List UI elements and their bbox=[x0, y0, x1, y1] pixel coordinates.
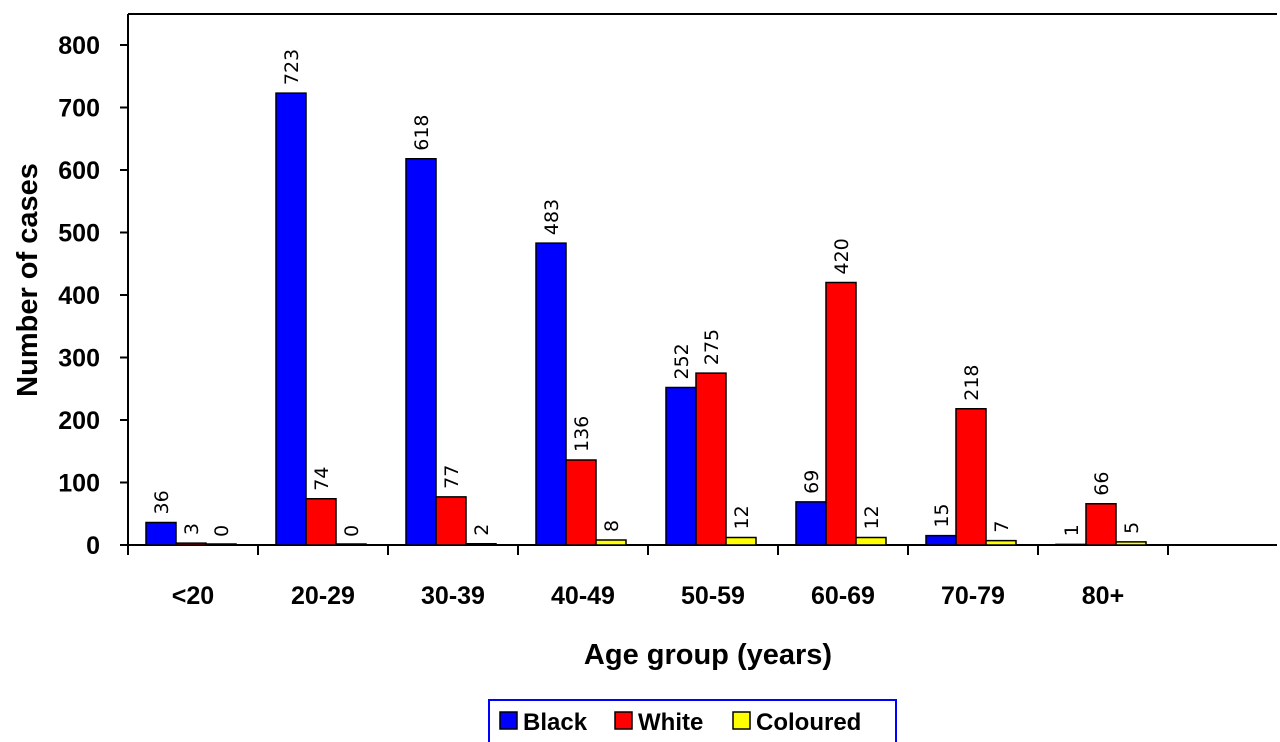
bar-coloured-4 bbox=[725, 536, 757, 546]
data-label-coloured-5: 12 bbox=[861, 505, 883, 529]
bar-white-7 bbox=[1085, 503, 1117, 546]
bar-coloured-1 bbox=[335, 543, 367, 546]
legend-swatch-coloured bbox=[732, 711, 751, 730]
y-tick-label: 100 bbox=[58, 470, 100, 498]
legend: Black White Coloured bbox=[488, 699, 897, 742]
legend-label-black: Black bbox=[523, 709, 588, 736]
bar-black-4 bbox=[665, 386, 697, 546]
y-tick-label: 200 bbox=[58, 407, 100, 435]
data-label-black-1: 723 bbox=[281, 49, 303, 85]
y-tick-label: 800 bbox=[58, 32, 100, 60]
data-label-white-4: 275 bbox=[701, 329, 723, 365]
bar-white-0 bbox=[175, 542, 207, 546]
data-label-coloured-2: 2 bbox=[471, 524, 493, 536]
legend-label-white: White bbox=[638, 709, 703, 736]
bar-black-2 bbox=[405, 158, 437, 546]
x-tick-label: 30-39 bbox=[421, 582, 485, 610]
x-tick-label: 80+ bbox=[1082, 582, 1124, 610]
data-label-coloured-3: 8 bbox=[601, 520, 623, 532]
bar-black-7 bbox=[1055, 543, 1087, 546]
bar-coloured-6 bbox=[985, 539, 1017, 546]
data-label-black-6: 15 bbox=[931, 503, 953, 527]
bar-white-5 bbox=[825, 281, 857, 546]
y-tick-label: 400 bbox=[58, 282, 100, 310]
x-tick-label: 40-49 bbox=[551, 582, 615, 610]
bar-coloured-2 bbox=[465, 543, 497, 546]
data-label-black-5: 69 bbox=[801, 470, 823, 494]
bar-coloured-3 bbox=[595, 539, 627, 546]
x-tick-label: 70-79 bbox=[941, 582, 1005, 610]
bar-white-4 bbox=[695, 372, 727, 546]
data-label-white-2: 77 bbox=[441, 465, 463, 489]
x-axis-ticks: <20 20-29 30-39 40-49 50-59 60-69 70-79 80+ bbox=[127, 545, 1169, 610]
y-axis-ticks: 0 100 200 300 400 500 600 700 800 bbox=[58, 32, 128, 560]
legend-box bbox=[488, 699, 897, 742]
data-label-black-3: 483 bbox=[541, 199, 563, 235]
bar-white-6 bbox=[955, 408, 987, 546]
y-tick-label: 0 bbox=[86, 532, 100, 560]
data-label-coloured-4: 12 bbox=[731, 505, 753, 529]
data-label-white-1: 74 bbox=[311, 467, 333, 491]
data-label-coloured-0: 0 bbox=[211, 525, 233, 537]
data-label-coloured-6: 7 bbox=[991, 521, 1013, 533]
data-label-black-0: 36 bbox=[151, 490, 173, 514]
bar-coloured-0 bbox=[205, 543, 237, 546]
bar-white-3 bbox=[565, 459, 597, 546]
bar-black-6 bbox=[925, 534, 957, 546]
bars-group bbox=[145, 92, 1147, 546]
bar-black-5 bbox=[795, 501, 827, 546]
bar-black-0 bbox=[145, 521, 177, 546]
y-tick-label: 300 bbox=[58, 345, 100, 373]
x-axis-title: Age group (years) bbox=[584, 639, 832, 671]
x-tick-label: 20-29 bbox=[291, 582, 355, 610]
data-label-black-4: 252 bbox=[671, 343, 693, 379]
legend-label-coloured: Coloured bbox=[756, 709, 861, 736]
data-label-white-5: 420 bbox=[831, 238, 853, 274]
legend-swatch-black bbox=[499, 711, 518, 730]
x-tick-label: 50-59 bbox=[681, 582, 745, 610]
data-label-white-6: 218 bbox=[961, 364, 983, 400]
bar-white-1 bbox=[305, 498, 337, 546]
x-tick-label: 60-69 bbox=[811, 582, 875, 610]
legend-swatch-white bbox=[614, 711, 633, 730]
y-axis-title: Number of cases bbox=[12, 163, 44, 397]
y-tick-label: 600 bbox=[58, 157, 100, 185]
data-label-white-7: 66 bbox=[1091, 472, 1113, 496]
data-label-white-3: 136 bbox=[571, 416, 593, 452]
bar-white-2 bbox=[435, 496, 467, 546]
y-tick-label: 700 bbox=[58, 95, 100, 123]
bar-coloured-5 bbox=[855, 536, 887, 546]
data-label-black-2: 618 bbox=[411, 114, 433, 150]
bar-coloured-7 bbox=[1115, 541, 1147, 546]
bar-black-1 bbox=[275, 92, 307, 546]
bar-black-3 bbox=[535, 242, 567, 546]
data-label-black-7: 1 bbox=[1061, 524, 1083, 536]
x-tick-label: <20 bbox=[172, 582, 214, 610]
data-label-coloured-1: 0 bbox=[341, 525, 363, 537]
data-label-coloured-7: 5 bbox=[1121, 522, 1143, 534]
y-tick-label: 500 bbox=[58, 220, 100, 248]
data-label-white-0: 3 bbox=[181, 523, 203, 535]
